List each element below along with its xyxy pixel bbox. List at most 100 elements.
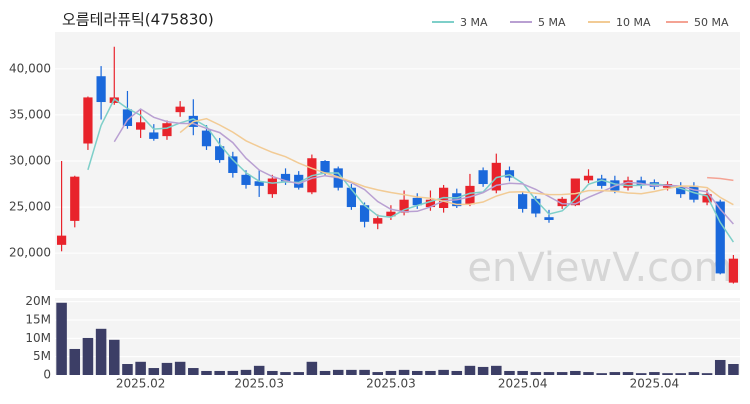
x-tick-label: 2025.04	[630, 377, 680, 391]
candle-body	[702, 194, 712, 203]
candle-body	[728, 258, 739, 283]
legend-label: 50 MA	[694, 16, 729, 29]
candle-body	[544, 217, 554, 220]
volume-bar	[714, 359, 726, 375]
volume-bar	[280, 372, 291, 375]
candle-body	[399, 199, 409, 213]
volume-bar	[56, 302, 67, 375]
y-tick-label: 30,000	[9, 154, 51, 168]
volume-bar	[240, 369, 252, 375]
y-tick-label: 20M	[25, 294, 51, 308]
volume-bar	[267, 370, 278, 375]
volume-bar	[346, 369, 357, 375]
candle-body	[557, 198, 567, 207]
volume-bar	[385, 370, 397, 375]
y-tick-label: 5M	[33, 349, 51, 363]
candle-body	[122, 109, 133, 126]
volume-bar	[95, 328, 107, 375]
volume-plot-bg	[55, 298, 740, 375]
volume-bar	[174, 361, 186, 375]
y-tick-label: 25,000	[9, 200, 51, 214]
volume-bar	[425, 370, 436, 375]
volume-bar	[201, 370, 212, 375]
legend-label: 10 MA	[616, 16, 651, 29]
volume-bar	[148, 368, 160, 375]
candle-body	[518, 194, 528, 209]
volume-bar	[438, 369, 449, 375]
candle-body	[570, 178, 580, 206]
candle-body	[70, 176, 80, 221]
volume-bar	[188, 368, 199, 375]
volume-bar	[161, 362, 173, 375]
candle-body	[359, 205, 370, 222]
y-tick-label: 10M	[25, 331, 51, 345]
candle-body	[373, 218, 383, 224]
volume-bar	[596, 373, 607, 375]
volume-bar	[227, 370, 239, 375]
volume-bar	[82, 337, 94, 375]
candle-body	[531, 198, 541, 214]
volume-bar	[701, 373, 713, 375]
volume-bar	[556, 372, 568, 375]
candle-body	[425, 199, 436, 208]
candle-body	[478, 170, 488, 185]
volume-bar	[635, 373, 647, 375]
volume-bar	[359, 369, 370, 375]
volume-bar	[662, 373, 673, 375]
volume-bar	[293, 372, 304, 375]
volume-bar	[728, 364, 739, 375]
candle-body	[136, 122, 146, 130]
candle-body	[201, 130, 212, 147]
candle-body	[676, 186, 686, 195]
candle-body	[149, 132, 159, 139]
ma-line	[179, 117, 734, 206]
volume-bar	[372, 372, 384, 375]
legend-label: 3 MA	[460, 16, 488, 29]
volume-bar	[398, 369, 410, 375]
candle-body	[623, 180, 633, 188]
volume-bar	[504, 370, 515, 375]
x-tick-label: 2025.02	[116, 377, 166, 391]
x-tick-label: 2025.03	[234, 377, 284, 391]
candle-body	[162, 123, 172, 137]
volume-bar	[69, 348, 81, 375]
candle-body	[254, 181, 264, 186]
chart-title: 오름테라퓨틱(475830)	[62, 11, 214, 29]
candle-body	[267, 178, 277, 195]
volume-bar	[517, 370, 528, 375]
volume-bar	[530, 372, 542, 375]
y-tick-label: 15M	[25, 313, 51, 327]
candle-body	[56, 235, 67, 245]
ma-line	[707, 176, 734, 182]
volume-bar	[451, 370, 463, 375]
volume-bar	[464, 365, 476, 375]
y-tick-label: 40,000	[9, 61, 51, 75]
candle-body	[228, 156, 238, 173]
candle-body	[465, 185, 475, 205]
volume-bar	[411, 370, 423, 375]
candle-body	[215, 146, 225, 161]
volume-bar	[688, 372, 700, 375]
candle-body	[636, 180, 646, 185]
candle-body	[597, 178, 607, 186]
candle-body	[83, 97, 93, 144]
volume-bar	[675, 373, 686, 375]
volume-bar	[609, 372, 621, 375]
legend-label: 5 MA	[538, 16, 566, 29]
volume-bar	[122, 364, 133, 375]
watermark: enViewV.com	[467, 245, 732, 291]
candle-body	[320, 161, 330, 173]
volume-bar	[306, 361, 318, 375]
candle-body	[280, 173, 291, 182]
volume-bar	[214, 370, 225, 375]
y-tick-label: 0	[43, 368, 51, 382]
volume-bar	[543, 372, 555, 375]
candle-body	[715, 201, 725, 274]
ma-line	[87, 97, 735, 243]
candle-body	[241, 174, 251, 185]
volume-bar	[477, 366, 489, 375]
candle-body	[583, 175, 594, 181]
volume-bar	[649, 372, 660, 375]
volume-bar	[332, 369, 344, 375]
